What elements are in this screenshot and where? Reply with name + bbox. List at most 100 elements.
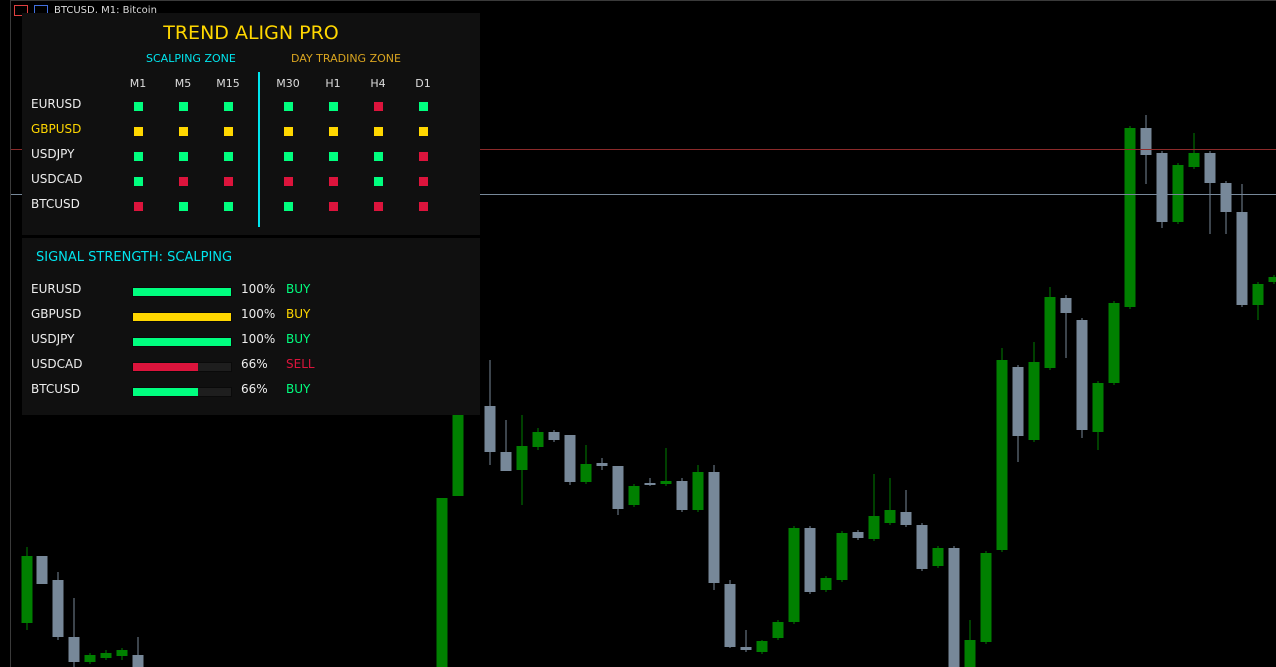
timeframe-header-d1: D1 bbox=[415, 77, 431, 90]
bull-candle bbox=[532, 432, 544, 447]
symbol-label: GBPUSD bbox=[31, 122, 82, 136]
bull-candle bbox=[1172, 165, 1184, 222]
strength-bar bbox=[132, 362, 232, 372]
bear-candle bbox=[804, 528, 816, 592]
signal-label: SELL bbox=[286, 357, 315, 371]
trend-cell-red bbox=[284, 177, 293, 186]
zone-divider bbox=[258, 72, 260, 227]
bull-candle bbox=[1124, 128, 1136, 307]
signal-label: BUY bbox=[286, 382, 311, 396]
trend-cell-green bbox=[179, 202, 188, 211]
trend-cell-green bbox=[134, 102, 143, 111]
trend-cell-green bbox=[224, 102, 233, 111]
bear-candle bbox=[68, 637, 80, 662]
bear-candle bbox=[484, 406, 496, 452]
day-trading-zone-label: DAY TRADING ZONE bbox=[291, 52, 401, 65]
trend-cell-yellow bbox=[224, 127, 233, 136]
dashboard-title: TREND ALIGN PRO bbox=[163, 22, 339, 44]
symbol-label: EURUSD bbox=[31, 282, 82, 296]
trend-cell-green bbox=[329, 102, 338, 111]
bear-candle bbox=[852, 532, 864, 538]
bull-candle bbox=[772, 622, 784, 638]
trend-cell-red bbox=[134, 202, 143, 211]
timeframe-header-h4: H4 bbox=[370, 77, 386, 90]
trend-cell-red bbox=[419, 152, 428, 161]
bull-candle bbox=[884, 510, 896, 523]
bear-candle bbox=[1012, 367, 1024, 436]
trend-cell-green bbox=[284, 102, 293, 111]
symbol-label: BTCUSD bbox=[31, 382, 80, 396]
bid-price-line bbox=[11, 194, 1276, 195]
bear-candle bbox=[1204, 153, 1216, 183]
bull-candle bbox=[116, 650, 128, 656]
scalping-zone-label: SCALPING ZONE bbox=[146, 52, 236, 65]
ask-price-line bbox=[11, 149, 1276, 150]
strength-bar-fill bbox=[133, 313, 231, 321]
trend-cell-red bbox=[419, 202, 428, 211]
bull-candle bbox=[980, 553, 992, 642]
signal-label: BUY bbox=[286, 282, 311, 296]
trend-cell-red bbox=[419, 177, 428, 186]
bear-candle bbox=[52, 580, 64, 637]
bull-candle bbox=[836, 533, 848, 580]
timeframe-header-h1: H1 bbox=[325, 77, 341, 90]
trend-cell-yellow bbox=[179, 127, 188, 136]
trend-cell-green bbox=[374, 152, 383, 161]
strength-percent: 100% bbox=[241, 282, 276, 296]
bull-candle bbox=[436, 498, 448, 667]
bull-candle bbox=[1268, 277, 1276, 282]
bull-candle bbox=[964, 640, 976, 667]
timeframe-header-m30: M30 bbox=[276, 77, 300, 90]
trend-dashboard-panel: TREND ALIGN PRO SCALPING ZONE DAY TRADIN… bbox=[22, 13, 480, 235]
bear-candle bbox=[740, 647, 752, 650]
trend-cell-green bbox=[419, 102, 428, 111]
strength-percent: 66% bbox=[241, 382, 268, 396]
bear-candle bbox=[724, 584, 736, 647]
chart-title: BTCUSD, M1: Bitcoin bbox=[54, 5, 157, 16]
bear-candle bbox=[1140, 128, 1152, 155]
bear-candle bbox=[500, 452, 512, 471]
bear-candle bbox=[900, 512, 912, 525]
trend-cell-yellow bbox=[419, 127, 428, 136]
timeframe-header-m5: M5 bbox=[174, 77, 192, 90]
strength-bar bbox=[132, 337, 232, 347]
trend-cell-green bbox=[329, 152, 338, 161]
strength-bar-fill bbox=[133, 388, 198, 396]
symbol-label: USDJPY bbox=[31, 147, 75, 161]
bull-candle bbox=[628, 486, 640, 505]
timeframe-header-m1: M1 bbox=[129, 77, 147, 90]
bull-candle bbox=[452, 415, 464, 496]
bull-candle bbox=[756, 641, 768, 652]
bull-candle bbox=[580, 464, 592, 482]
bull-candle bbox=[932, 548, 944, 566]
menu-icon[interactable] bbox=[14, 5, 28, 16]
strength-bar-fill bbox=[133, 338, 231, 346]
bear-candle bbox=[1220, 183, 1232, 212]
bear-candle bbox=[708, 472, 720, 583]
strength-bar-fill bbox=[133, 363, 198, 371]
symbol-label: EURUSD bbox=[31, 97, 82, 111]
trend-cell-red bbox=[329, 202, 338, 211]
bear-candle bbox=[1060, 298, 1072, 313]
signal-strength-title: SIGNAL STRENGTH: SCALPING bbox=[36, 250, 233, 265]
bull-candle bbox=[1092, 383, 1104, 432]
bull-candle bbox=[100, 653, 112, 658]
trend-cell-yellow bbox=[329, 127, 338, 136]
trend-cell-green bbox=[224, 202, 233, 211]
bull-candle bbox=[692, 472, 704, 510]
trend-cell-red bbox=[224, 177, 233, 186]
bull-candle bbox=[84, 655, 96, 662]
strength-bar bbox=[132, 312, 232, 322]
trend-cell-yellow bbox=[374, 127, 383, 136]
strength-bar bbox=[132, 287, 232, 297]
trend-cell-green bbox=[284, 152, 293, 161]
bull-candle bbox=[1108, 303, 1120, 383]
price-chart[interactable] bbox=[10, 0, 1276, 667]
trend-cell-green bbox=[134, 177, 143, 186]
bull-candle bbox=[21, 556, 33, 623]
trend-cell-green bbox=[374, 177, 383, 186]
bear-candle bbox=[612, 466, 624, 509]
bear-candle bbox=[916, 525, 928, 569]
symbol-label: GBPUSD bbox=[31, 307, 82, 321]
